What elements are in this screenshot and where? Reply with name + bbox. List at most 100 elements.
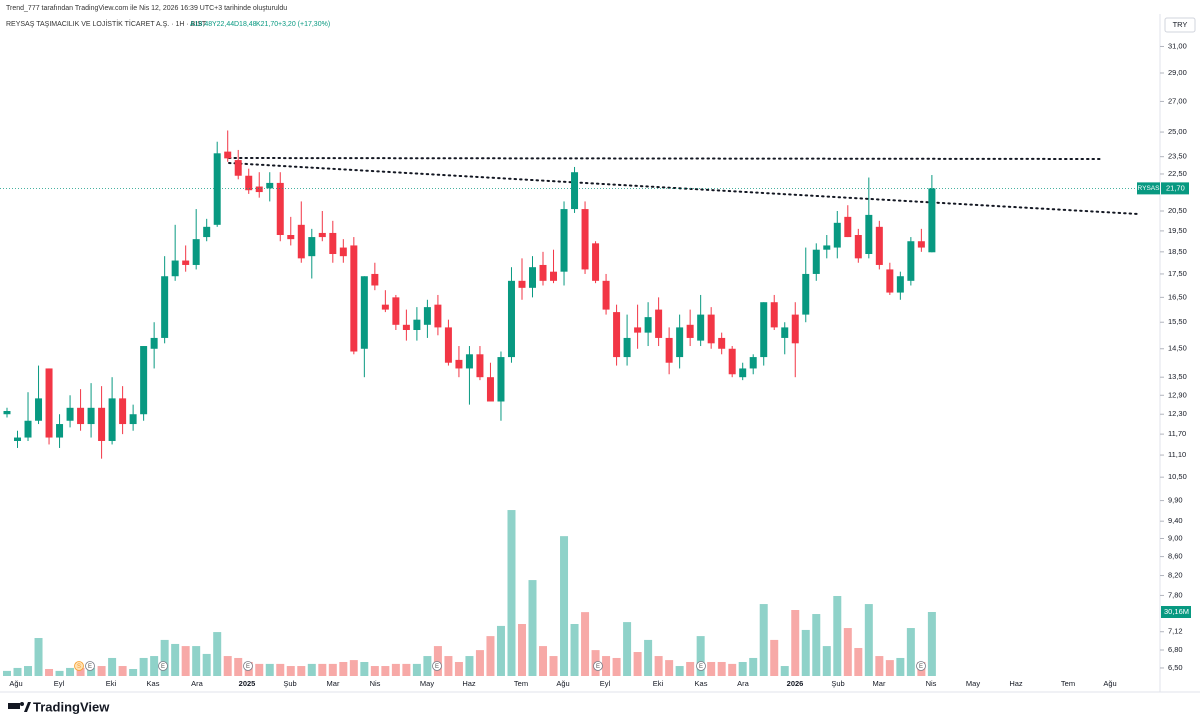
candle-body bbox=[560, 209, 568, 272]
volume-bar bbox=[13, 667, 22, 676]
candle-body bbox=[655, 309, 663, 338]
volume-bar bbox=[675, 666, 684, 676]
candle-body bbox=[644, 317, 652, 333]
change: +3,20 (+17,30%) bbox=[278, 21, 330, 28]
candle-body bbox=[676, 327, 684, 358]
volume-bar bbox=[181, 646, 190, 676]
candle-body bbox=[865, 214, 873, 254]
candle-body bbox=[886, 269, 894, 293]
volume-bar bbox=[812, 614, 821, 676]
volume-bar bbox=[581, 612, 590, 676]
x-tick-label: Ağu bbox=[1103, 679, 1116, 688]
candles bbox=[3, 130, 936, 459]
volume-bar bbox=[34, 638, 43, 676]
candle-body bbox=[802, 273, 810, 315]
volume-bar bbox=[139, 657, 148, 676]
candle-body bbox=[497, 357, 505, 402]
event-marker-label: E bbox=[596, 664, 600, 670]
volume-bar bbox=[602, 656, 611, 676]
event-marker-label: E bbox=[435, 664, 439, 670]
candle-body bbox=[24, 420, 32, 438]
volume-bar bbox=[791, 609, 800, 676]
logo-mark bbox=[24, 702, 31, 712]
volume-bar bbox=[475, 650, 484, 676]
candle-body bbox=[875, 226, 883, 265]
volume-bar bbox=[843, 628, 852, 676]
candle-body bbox=[507, 280, 515, 358]
ohlc-value: Y22,44 bbox=[212, 21, 234, 28]
volume-bar bbox=[665, 660, 674, 676]
volume-bar bbox=[770, 639, 779, 676]
candle-body bbox=[140, 346, 148, 415]
volume-bar bbox=[528, 580, 537, 676]
ohlc: A18,48 Y22,44 D18,48 K21,70 +3,20 (+17,30%) bbox=[190, 21, 330, 28]
candle-body bbox=[192, 239, 200, 265]
candle-body bbox=[781, 327, 789, 338]
candle-body bbox=[623, 337, 631, 358]
candle-body bbox=[161, 276, 169, 338]
volume-bar bbox=[129, 668, 138, 676]
candle-body bbox=[203, 226, 211, 238]
y-tick-label: 29,00 bbox=[1168, 68, 1187, 77]
event-marker-label: E bbox=[161, 664, 165, 670]
credit: Trend_777 tarafından TradingView.com ile… bbox=[6, 5, 287, 12]
volume-bar bbox=[349, 660, 358, 676]
volume-bar bbox=[255, 663, 264, 676]
x-tick-label: May bbox=[420, 679, 434, 688]
candle-body bbox=[392, 297, 400, 325]
volume-bar bbox=[234, 657, 243, 676]
candle-body bbox=[3, 411, 11, 415]
candle-body bbox=[854, 234, 862, 259]
volume-bar bbox=[402, 663, 411, 676]
candle-body bbox=[917, 241, 925, 248]
volume-bar bbox=[896, 657, 905, 676]
y-tick-label: 27,00 bbox=[1168, 96, 1187, 105]
volume-bar bbox=[318, 663, 327, 676]
x-tick-label: Tem bbox=[1061, 679, 1075, 688]
ohlc-value: D18,48 bbox=[234, 21, 257, 28]
volume-bar bbox=[286, 666, 295, 676]
y-tick-label: 14,50 bbox=[1168, 344, 1187, 353]
volume-bar bbox=[423, 656, 432, 676]
volume-bar bbox=[454, 661, 463, 676]
y-tick-label: 12,90 bbox=[1168, 390, 1187, 399]
volume-bar bbox=[728, 663, 737, 676]
y-tick-label: 16,50 bbox=[1168, 292, 1187, 301]
trend-line bbox=[228, 162, 1139, 215]
candle-body bbox=[339, 247, 347, 257]
y-tick-label: 9,00 bbox=[1168, 533, 1183, 542]
volume-bar bbox=[486, 636, 495, 676]
candle-body bbox=[539, 264, 547, 281]
candle-body bbox=[381, 304, 389, 310]
last-price-label: 21,70 bbox=[1166, 183, 1185, 192]
x-tick-label: Eyl bbox=[600, 679, 611, 688]
candle-body bbox=[518, 280, 526, 288]
y-tick-label: 7,12 bbox=[1168, 627, 1183, 636]
candle-body bbox=[602, 280, 610, 310]
candle-body bbox=[749, 357, 757, 369]
candle-body bbox=[276, 182, 284, 235]
y-tick-label: 11,10 bbox=[1168, 450, 1186, 459]
y-tick-label: 10,50 bbox=[1168, 472, 1187, 481]
candle-body bbox=[171, 260, 179, 277]
y-tick-label: 25,00 bbox=[1168, 127, 1187, 136]
candle-body bbox=[224, 151, 232, 159]
volume-bar bbox=[3, 670, 11, 676]
candle-body bbox=[434, 304, 442, 328]
candle-body bbox=[455, 359, 463, 369]
volume-bar bbox=[97, 666, 106, 676]
x-tick-label: Tem bbox=[514, 679, 528, 688]
logo-mark bbox=[20, 702, 24, 706]
volume-bar bbox=[801, 629, 810, 676]
currency-box bbox=[1164, 17, 1196, 33]
volume-bar bbox=[381, 666, 390, 676]
candle-body bbox=[297, 224, 305, 259]
volume-bar bbox=[633, 652, 642, 676]
volume-bar bbox=[570, 624, 579, 676]
candle-body bbox=[108, 398, 116, 441]
candle-body bbox=[739, 368, 747, 378]
volume-bar bbox=[654, 656, 663, 676]
x-tick-label: Ara bbox=[191, 679, 204, 688]
volume-bar bbox=[707, 661, 716, 676]
